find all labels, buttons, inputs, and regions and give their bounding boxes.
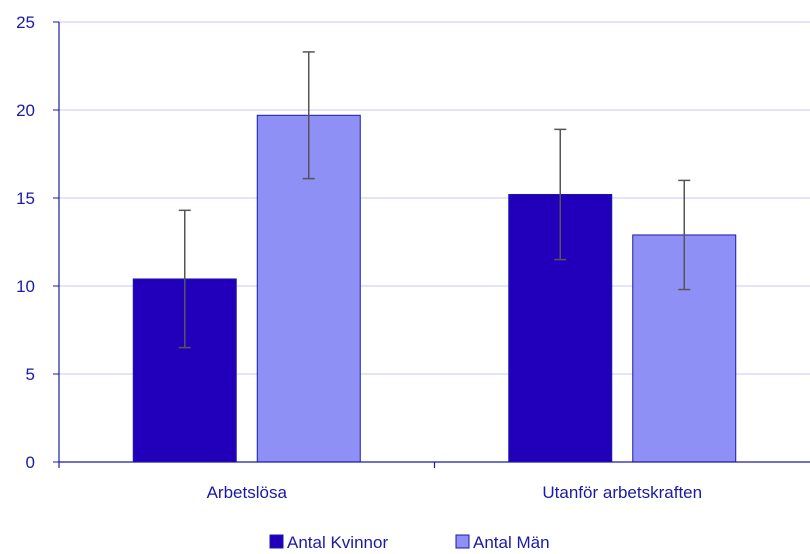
x-tick-label: Utanför arbetskraften (542, 483, 702, 502)
y-tick-label: 25 (16, 13, 35, 32)
axes: 0 5 10 15 20 25 Arbetslösa Utanför arbetskrafte… (16, 13, 810, 502)
x-tick-label: Arbetslösa (207, 483, 288, 502)
legend-swatch (455, 534, 470, 549)
y-tick-label: 10 (16, 277, 35, 296)
error-bars (178, 51, 691, 349)
legend-label: Antal Kvinnor (287, 533, 388, 552)
y-tick-label: 5 (26, 365, 35, 384)
legend-label: Antal Män (473, 533, 550, 552)
legend: Antal Kvinnor Antal Män (269, 533, 550, 552)
bar (508, 193, 613, 463)
bars (132, 114, 737, 463)
y-tick-label: 0 (26, 453, 35, 472)
y-tick-label: 15 (16, 189, 35, 208)
legend-swatch (269, 534, 284, 549)
y-tick-label: 20 (16, 101, 35, 120)
